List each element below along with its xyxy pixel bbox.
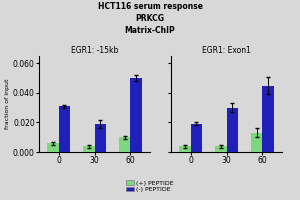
Bar xyxy=(226,108,238,152)
Y-axis label: fraction of input: fraction of input xyxy=(5,79,10,129)
Bar xyxy=(94,124,106,152)
Bar xyxy=(119,137,130,152)
Bar xyxy=(47,143,59,152)
Legend: (+) PEPTIDE, (-) PEPTIDE: (+) PEPTIDE, (-) PEPTIDE xyxy=(124,178,176,195)
Bar xyxy=(83,146,94,152)
Bar xyxy=(251,133,262,152)
Bar xyxy=(215,146,226,152)
Bar xyxy=(179,146,191,152)
Bar xyxy=(262,86,274,152)
Text: PRKCG: PRKCG xyxy=(136,14,164,23)
Title: EGR1: Exon1: EGR1: Exon1 xyxy=(202,46,251,55)
Bar xyxy=(191,124,202,152)
Bar xyxy=(130,78,142,152)
Title: EGR1: -15kb: EGR1: -15kb xyxy=(71,46,118,55)
Text: Matrix-ChIP: Matrix-ChIP xyxy=(124,26,176,35)
Bar xyxy=(59,106,70,152)
Text: HCT116 serum response: HCT116 serum response xyxy=(98,2,202,11)
